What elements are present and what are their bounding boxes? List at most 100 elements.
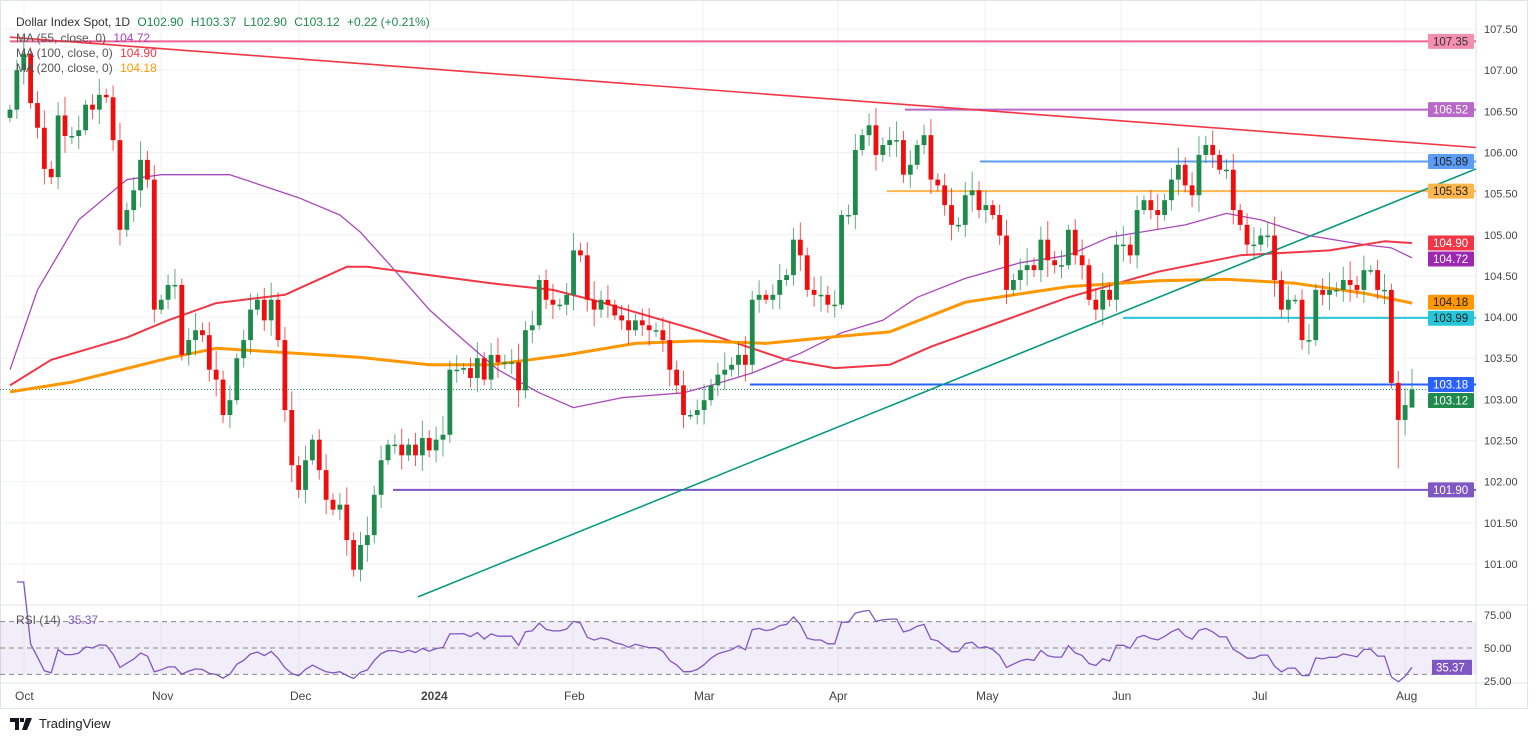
ma-line-55	[9, 174, 1413, 409]
candle-body	[1230, 169, 1236, 211]
candle-body	[1196, 154, 1202, 196]
candle-body	[426, 438, 432, 451]
candle-body	[956, 224, 961, 227]
rsi-legend[interactable]: RSI (14) 35.37	[16, 613, 102, 627]
candle-body	[694, 410, 700, 415]
candle-body	[701, 400, 707, 411]
candle-body	[646, 325, 652, 331]
candle-body	[942, 185, 948, 206]
candle-body	[440, 434, 446, 440]
candle-body	[564, 294, 570, 305]
price-label-104.90: 104.90	[1433, 238, 1468, 250]
price-tick-label: 106.50	[1484, 106, 1518, 118]
candle-body	[200, 330, 205, 336]
price-tick-label: 101.50	[1484, 518, 1518, 530]
trendline-descending-resistance	[9, 36, 1477, 149]
candle-body	[811, 289, 817, 295]
candle-body	[804, 255, 810, 290]
candle-body	[385, 444, 391, 461]
candle-body	[990, 205, 996, 215]
candle-body	[756, 294, 762, 300]
candle-body	[1024, 265, 1030, 271]
candle-body	[364, 535, 370, 546]
ohlc-change: +0.22 (+0.21%)	[346, 15, 430, 29]
candle-body	[797, 239, 803, 256]
candle-body	[660, 330, 666, 341]
candle-body	[1162, 200, 1167, 215]
candle-body	[289, 410, 295, 466]
candle-body	[1100, 289, 1106, 310]
candle-body	[1409, 389, 1415, 408]
candle-body	[344, 504, 350, 541]
candle-body	[158, 299, 164, 310]
time-axis[interactable]: Oct Nov Dec 2024 Feb Mar Apr May Jun Jul Aug	[15, 689, 1417, 703]
horizontal-levels[interactable]	[0, 40, 1476, 491]
candle-body	[1382, 289, 1387, 292]
candle-body	[681, 385, 686, 415]
candle-body	[179, 284, 185, 355]
candle-body	[138, 159, 143, 191]
price-tick-label: 107.50	[1484, 24, 1518, 36]
time-tick-Nov: Nov	[152, 689, 173, 703]
candle-body	[1134, 210, 1140, 256]
rsi-value-box	[1432, 659, 1472, 675]
ma200-legend[interactable]: MA (200, close, 0) 104.18	[16, 61, 161, 75]
candle-body	[1272, 235, 1277, 281]
candle-body	[598, 299, 604, 310]
candle-body	[296, 465, 302, 490]
candle-body	[866, 125, 872, 136]
rsi-tick-label: 50.00	[1484, 643, 1512, 655]
price-tick-label: 102.00	[1484, 477, 1518, 489]
candle-body	[736, 354, 741, 365]
candle-body	[447, 369, 453, 435]
candle-body	[275, 299, 281, 341]
candle-body	[605, 299, 611, 305]
ohlc-open: O102.90	[137, 15, 184, 29]
ma-line-100	[9, 240, 1413, 387]
candle-body	[1340, 280, 1346, 290]
price-tick-label: 104.50	[1484, 271, 1518, 283]
candle-body	[571, 250, 576, 295]
price-label-104.18: 104.18	[1433, 297, 1468, 309]
price-axis[interactable]: 107.50 107.00 106.50 106.00 105.50 105.00 104.…	[1428, 24, 1518, 688]
price-tick-label: 103.50	[1484, 353, 1518, 365]
candle-body	[131, 190, 137, 211]
candle-body	[172, 284, 178, 287]
price-tick-label: 102.50	[1484, 436, 1518, 448]
rsi-series	[16, 581, 1413, 683]
candle-body	[1217, 154, 1222, 170]
ma55-label: MA (55, close, 0)	[16, 31, 107, 45]
candle-body	[880, 145, 886, 155]
ma55-legend[interactable]: MA (55, close, 0) 104.72	[16, 31, 154, 45]
candle-body	[722, 369, 728, 375]
ma55-value: 104.72	[113, 31, 151, 45]
time-tick-May: May	[976, 689, 999, 703]
price-label-box	[1428, 377, 1474, 393]
price-tick-label: 101.00	[1484, 559, 1518, 571]
candle-body	[969, 190, 975, 196]
candle-body	[557, 304, 563, 307]
candle-body	[1258, 235, 1264, 245]
candle-body	[1072, 229, 1078, 256]
ma100-legend[interactable]: MA (100, close, 0) 104.90	[16, 46, 161, 60]
candle-body	[282, 340, 288, 411]
candle-body	[468, 368, 473, 378]
price-label-box	[1428, 102, 1474, 118]
time-tick-Apr: Apr	[829, 689, 848, 703]
candle-body	[1320, 289, 1326, 295]
candle-body	[1045, 239, 1051, 261]
rsi-tick-label: 75.00	[1484, 610, 1512, 622]
trendlines[interactable]	[9, 36, 1477, 598]
candle-body	[523, 330, 528, 391]
price-label-104.72: 104.72	[1433, 254, 1468, 266]
candle-body	[165, 284, 171, 300]
candle-body	[1155, 210, 1161, 215]
candle-body	[1004, 235, 1009, 290]
chart-border	[0, 0, 1528, 709]
candle-body	[928, 135, 934, 180]
candle-body	[839, 214, 844, 305]
candle-body	[921, 135, 927, 146]
candle-body	[529, 325, 535, 331]
tradingview-logo[interactable]: TradingView	[10, 716, 111, 731]
